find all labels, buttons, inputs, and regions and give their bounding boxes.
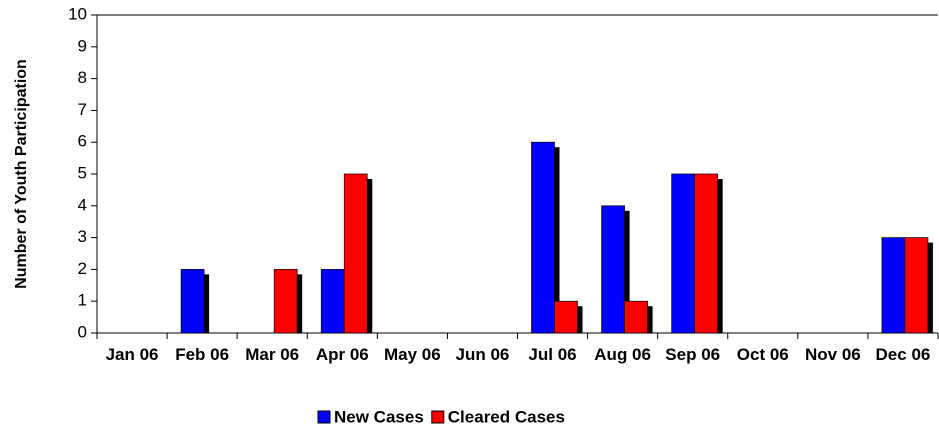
bar-shadow <box>204 274 210 333</box>
x-tick-label: Sep 06 <box>665 345 721 364</box>
x-tick-label: Feb 06 <box>175 345 230 364</box>
bar <box>320 269 345 334</box>
bar <box>531 141 555 334</box>
bar-shadow <box>624 210 630 333</box>
x-tick-label: Nov 06 <box>805 345 861 364</box>
x-tick-label: Aug 06 <box>594 345 651 364</box>
bar <box>273 269 298 334</box>
x-tick-label: Mar 06 <box>245 345 300 364</box>
y-tick-label: 9 <box>78 36 87 55</box>
y-tick-label: 8 <box>78 68 87 87</box>
y-tick-label: 0 <box>78 322 87 341</box>
bar <box>624 300 648 334</box>
y-tick-label: 1 <box>78 291 87 310</box>
x-tick-label: Apr 06 <box>315 345 369 364</box>
bar <box>694 173 719 334</box>
bar <box>601 205 625 334</box>
y-tick-label: 7 <box>78 100 87 119</box>
x-tick-label: Dec 06 <box>875 345 931 364</box>
bar <box>671 173 696 334</box>
bar-shadow <box>297 274 303 333</box>
y-axis-label: Number of Youth Participation <box>13 59 30 289</box>
bar-shadow <box>577 306 583 333</box>
legend-swatch <box>317 410 331 424</box>
legend-label: Cleared Cases <box>448 407 565 426</box>
y-tick-label: 4 <box>78 195 87 214</box>
bar-shadow <box>554 147 560 333</box>
bar-shadow <box>647 306 653 333</box>
x-tick-label: Jan 06 <box>105 345 159 364</box>
x-tick-label: Oct 06 <box>736 345 789 364</box>
x-tick-label: May 06 <box>384 345 441 364</box>
bar-shadow <box>927 242 933 333</box>
y-tick-label: 5 <box>78 163 87 182</box>
y-tick-label: 10 <box>68 4 87 23</box>
legend-swatch <box>431 410 445 424</box>
bar-shadow <box>717 179 723 333</box>
x-tick-label: Jun 06 <box>455 345 510 364</box>
y-tick-label: 3 <box>78 227 87 246</box>
y-tick-label: 2 <box>78 259 87 278</box>
bar-shadow <box>367 179 373 333</box>
x-tick-label: Jul 06 <box>528 345 577 364</box>
bar <box>554 300 578 334</box>
bar <box>904 237 929 334</box>
bar <box>881 237 906 334</box>
legend-label: New Cases <box>334 407 424 426</box>
bar <box>180 269 205 334</box>
y-tick-label: 6 <box>78 132 87 151</box>
bar <box>343 173 368 334</box>
